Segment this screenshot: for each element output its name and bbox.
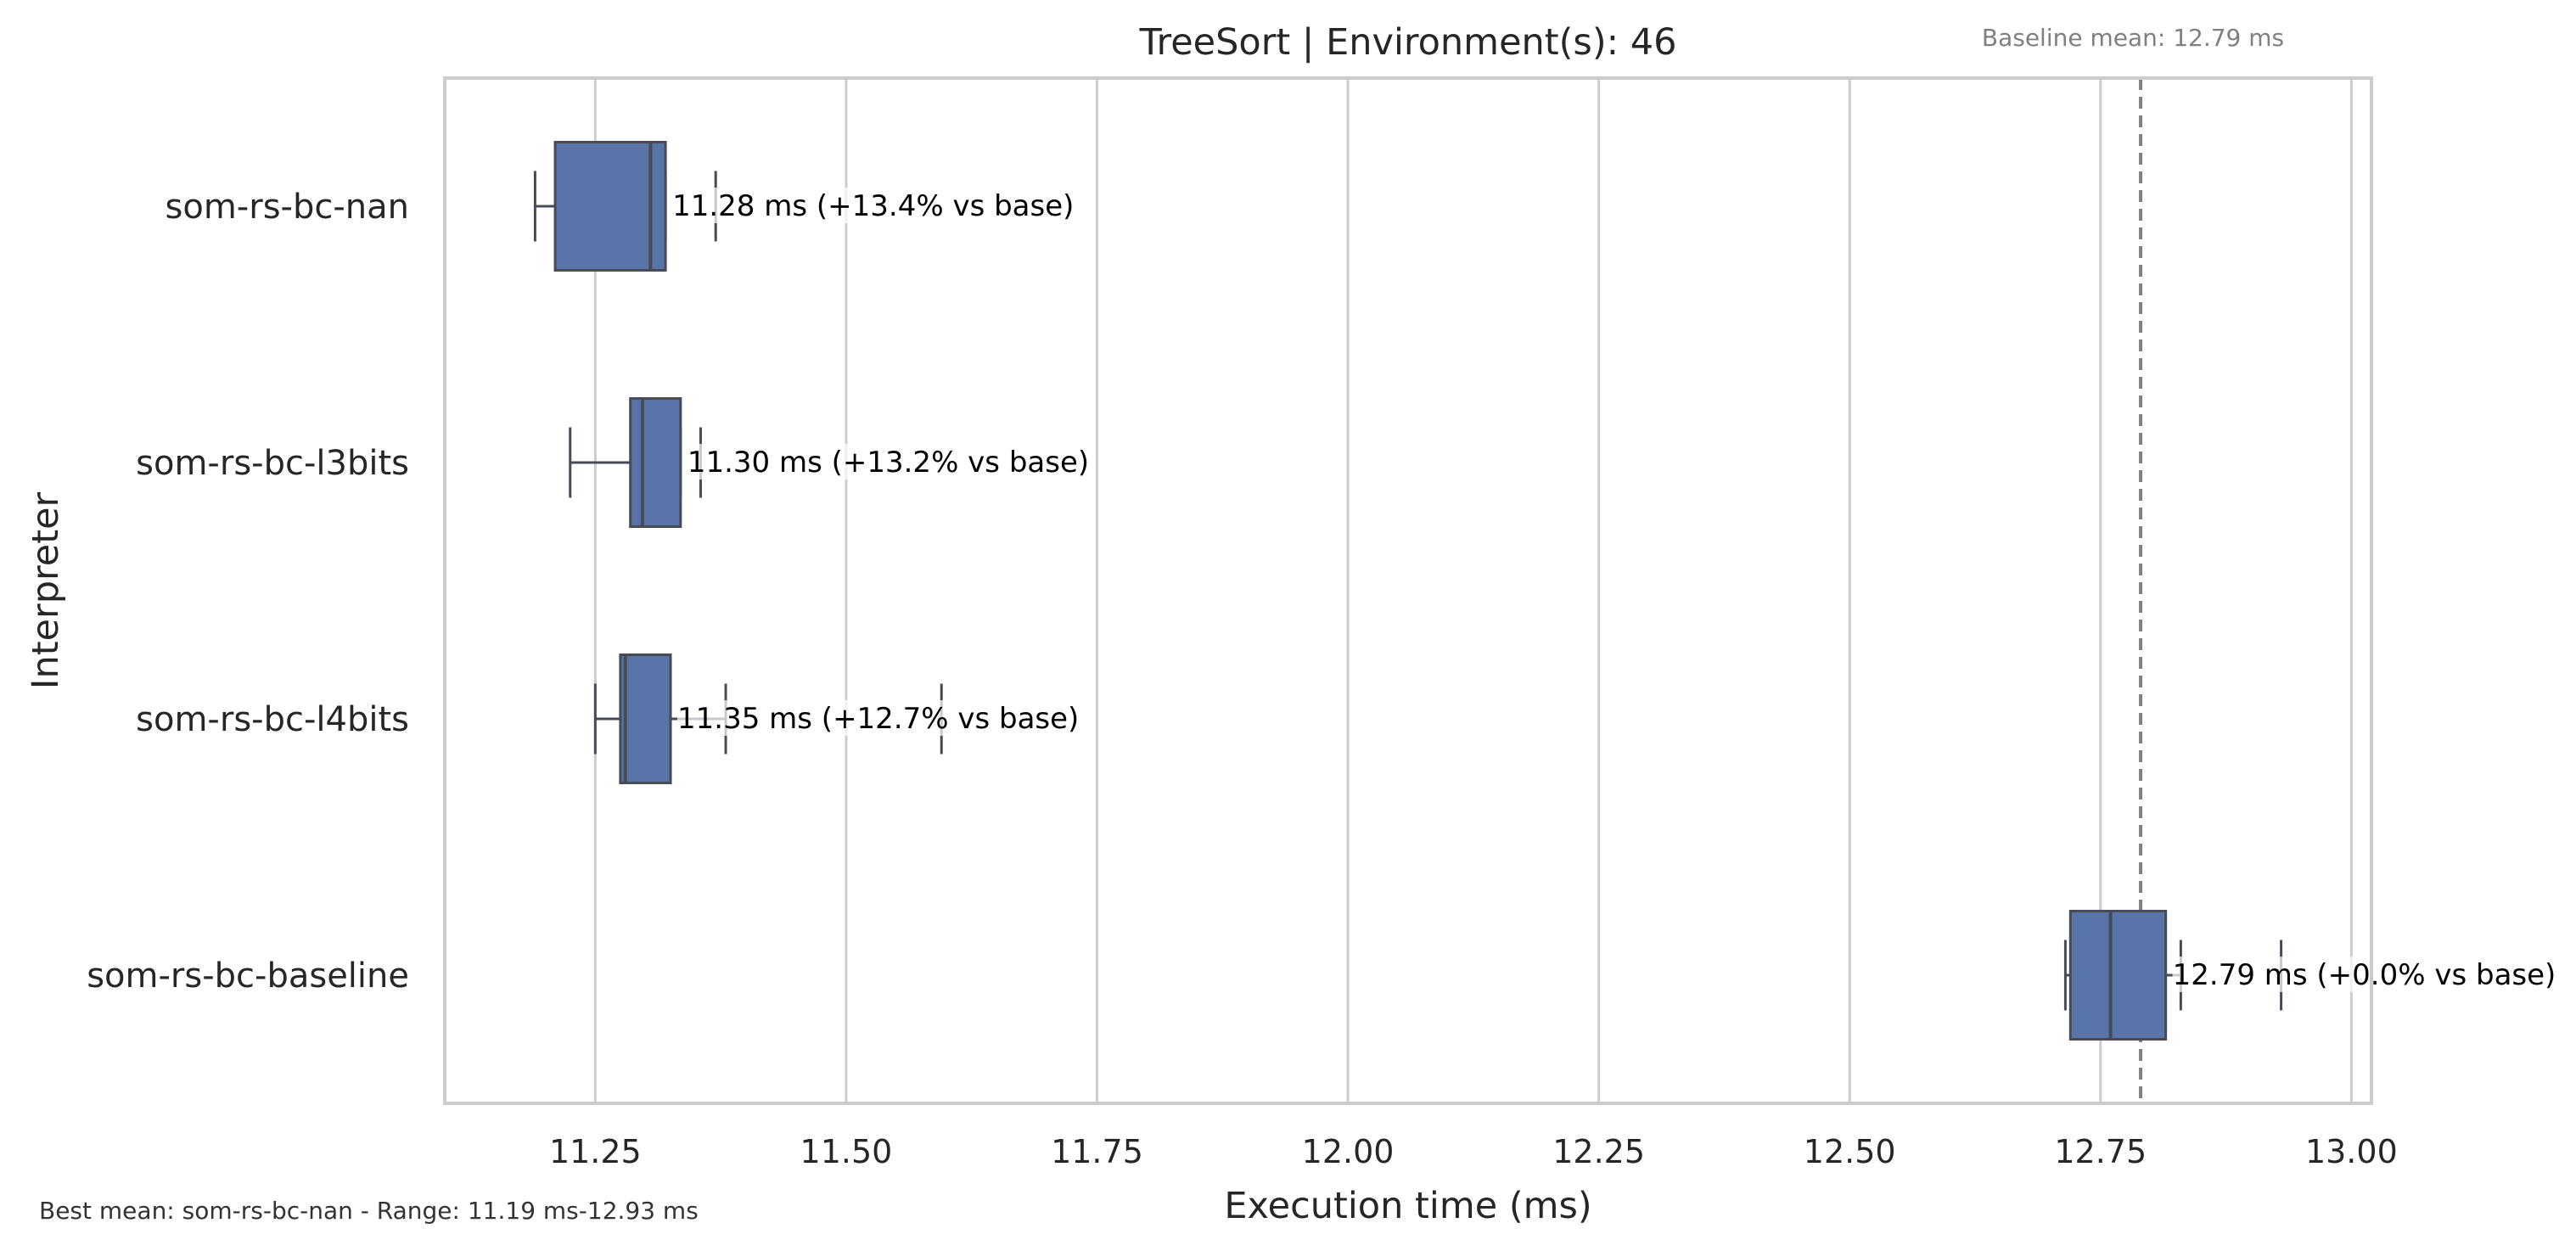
mean-labels: 11.28 ms (+13.4% vs base) 11.30 ms (+13.2…	[672, 188, 2562, 992]
box-series	[533, 141, 2283, 1041]
plot-frame	[443, 76, 2373, 1105]
x-tick-label: 12.50	[1804, 1133, 1896, 1170]
footnote: Best mean: som-rs-bc-nan - Range: 11.19 …	[39, 1197, 699, 1225]
iqr-box	[2068, 910, 2168, 1041]
chart-title: TreeSort | Environment(s): 46	[1139, 21, 1677, 64]
mean-label: 11.28 ms (+13.4% vs base)	[672, 189, 1074, 223]
x-tick-label: 12.25	[1552, 1133, 1645, 1170]
grid-lines	[593, 78, 2353, 1103]
mean-label: 11.30 ms (+13.2% vs base)	[687, 446, 1089, 480]
iqr-box	[629, 397, 682, 528]
iqr-box	[619, 654, 672, 784]
mean-label-background	[672, 188, 1080, 223]
y-tick-labels: som-rs-bc-nan som-rs-bc-l3bits som-rs-bc-l…	[87, 188, 409, 996]
x-axis-label: Execution time (ms)	[1224, 1185, 1591, 1227]
mean-label: 12.79 ms (+0.0% vs base)	[2173, 958, 2556, 992]
x-tick-label: 12.75	[2054, 1133, 2147, 1170]
box-group	[569, 397, 702, 528]
x-tick-label: 11.50	[800, 1133, 893, 1170]
box-group	[2063, 910, 2283, 1041]
y-axis-label: Interpreter	[25, 491, 67, 689]
y-tick-label: som-rs-bc-baseline	[87, 956, 409, 996]
y-tick-label: som-rs-bc-l3bits	[136, 444, 409, 483]
mean-label-background	[2172, 956, 2562, 992]
x-tick-label: 11.25	[549, 1133, 642, 1170]
iqr-box	[553, 141, 667, 272]
baseline-mean-label: Baseline mean: 12.79 ms	[1982, 24, 2284, 52]
y-tick-label: som-rs-bc-nan	[166, 188, 409, 227]
mean-label-background	[677, 700, 1085, 736]
x-tick-label: 13.00	[2305, 1133, 2398, 1170]
mean-label-background	[687, 444, 1095, 480]
x-tick-label: 12.00	[1302, 1133, 1395, 1170]
x-tick-labels: 11.25 11.50 11.75 12.00 12.25 12.50 12.75 13.00	[549, 1133, 2398, 1170]
box-group	[533, 141, 717, 272]
x-tick-label: 11.75	[1051, 1133, 1143, 1170]
mean-label: 11.35 ms (+12.7% vs base)	[677, 702, 1079, 736]
y-tick-label: som-rs-bc-l4bits	[136, 700, 409, 739]
